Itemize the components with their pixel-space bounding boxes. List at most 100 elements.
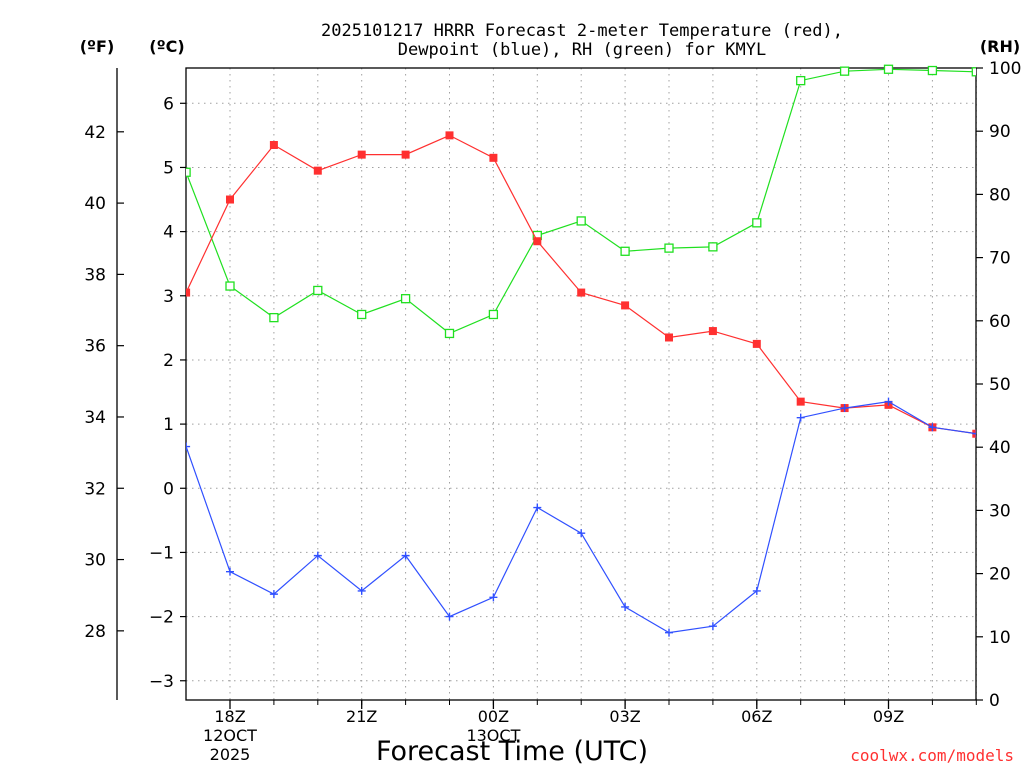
dewpoint-point — [357, 586, 366, 595]
x-axis-label: Forecast Time (UTC) — [376, 736, 648, 767]
dewpoint-point — [226, 567, 234, 576]
rh-tick-label: 0 — [989, 691, 1000, 711]
celsius-tick-label: 1 — [163, 415, 174, 435]
celsius-tick-label: 5 — [163, 158, 174, 178]
dewpoint-point — [489, 593, 498, 602]
fahrenheit-tick-label: 32 — [84, 479, 106, 499]
temperature-point — [226, 195, 234, 204]
rh-point — [400, 294, 411, 304]
x-tick-label: 06Z — [741, 707, 772, 726]
fahrenheit-tick-label: 30 — [84, 551, 106, 571]
temperature-point — [489, 153, 498, 162]
x-tick-label: 00Z — [478, 707, 509, 726]
fahrenheit-tick-label: 40 — [84, 194, 106, 214]
temperature-point — [401, 150, 410, 159]
rh-point — [576, 216, 586, 226]
celsius-tick-label: −1 — [149, 543, 174, 563]
temperature-point — [357, 150, 366, 159]
celsius-tick-label: 6 — [163, 94, 174, 114]
rh-tick-label: 60 — [989, 312, 1011, 332]
celsius-tick-label: 4 — [163, 223, 174, 243]
axes: 2830323436384042−3−2−1012345601020304050… — [84, 59, 1021, 764]
rh-point — [620, 246, 630, 256]
temperature-point — [186, 288, 191, 297]
dewpoint-point — [708, 622, 717, 631]
rh-point — [927, 65, 938, 76]
rh-tick-label: 40 — [989, 438, 1011, 458]
dewpoint-point — [186, 442, 191, 451]
celsius-tick-label: 0 — [163, 479, 174, 499]
temperature-point — [665, 333, 673, 342]
celsius-tick-label: 2 — [163, 351, 174, 371]
temperature-point — [533, 237, 542, 246]
data-series — [186, 64, 976, 637]
fahrenheit-tick-label: 38 — [84, 265, 106, 285]
temperature-point — [313, 166, 322, 175]
dewpoint-series — [186, 397, 976, 637]
dewpoint-point — [269, 590, 278, 599]
dewpoint-point — [577, 529, 586, 538]
rh-tick-label: 100 — [989, 59, 1021, 79]
fahrenheit-tick-label: 34 — [84, 408, 106, 428]
fahrenheit-tick-label: 36 — [84, 337, 106, 357]
rh-point — [796, 75, 806, 86]
dewpoint-point — [445, 612, 454, 621]
dewpoint-line — [186, 400, 976, 634]
x-tick-label: 21Z — [346, 707, 377, 726]
dewpoint-point — [533, 503, 542, 512]
dewpoint-point — [840, 404, 849, 413]
celsius-tick-label: −3 — [149, 672, 174, 692]
celsius-unit-label: (ºC) — [149, 37, 184, 56]
rh-tick-label: 50 — [989, 375, 1011, 395]
rh-point — [357, 309, 367, 320]
temperature-point — [796, 397, 805, 406]
x-tick-date: 12OCT — [203, 726, 257, 745]
celsius-tick-label: −2 — [149, 608, 174, 628]
dewpoint-point — [928, 423, 937, 432]
rh-tick-label: 90 — [989, 122, 1011, 142]
temperature-point — [752, 339, 761, 348]
rh-point — [313, 285, 323, 296]
x-tick-date: 13OCT — [466, 726, 520, 745]
temperature-point — [445, 131, 454, 140]
rh-point — [444, 328, 455, 339]
celsius-tick-label: 3 — [163, 287, 174, 307]
rh-point — [752, 218, 762, 228]
rh-tick-label: 70 — [989, 249, 1011, 269]
x-tick-label: 03Z — [609, 707, 640, 726]
fahrenheit-unit-label: (ºF) — [80, 37, 115, 56]
chart-title-line1: 2025101217 HRRR Forecast 2-meter Tempera… — [321, 21, 843, 41]
temperature-point — [708, 327, 717, 336]
x-tick-label: 18Z — [214, 707, 245, 726]
rh-point — [269, 312, 279, 323]
dewpoint-point — [884, 397, 893, 406]
rh-tick-label: 30 — [989, 501, 1011, 521]
rh-point — [971, 67, 976, 77]
rh-point — [488, 309, 499, 320]
rh-tick-label: 20 — [989, 565, 1011, 585]
rh-point — [186, 167, 191, 177]
dewpoint-point — [621, 602, 630, 611]
rh-point — [839, 66, 850, 76]
temperature-point — [577, 288, 586, 297]
credit-text: coolwx.com/models — [850, 746, 1014, 765]
rh-unit-label: (RH) — [980, 37, 1020, 56]
temperature-point — [621, 301, 630, 310]
dewpoint-point — [665, 628, 673, 637]
dewpoint-point — [796, 413, 805, 422]
rh-tick-label: 10 — [989, 628, 1011, 648]
x-tick-year: 2025 — [210, 745, 251, 764]
rh-tick-label: 80 — [989, 185, 1011, 205]
dewpoint-point — [752, 586, 761, 595]
dewpoint-point — [401, 551, 410, 560]
rh-point — [883, 64, 894, 74]
chart-title-line2: Dewpoint (blue), RH (green) for KMYL — [398, 40, 766, 60]
fahrenheit-tick-label: 42 — [84, 123, 106, 143]
dewpoint-point — [313, 551, 322, 560]
rh-point — [708, 242, 718, 252]
dewpoint-point — [972, 429, 976, 438]
fahrenheit-tick-label: 28 — [84, 622, 106, 642]
rh-point — [664, 243, 674, 253]
x-tick-label: 09Z — [873, 707, 904, 726]
